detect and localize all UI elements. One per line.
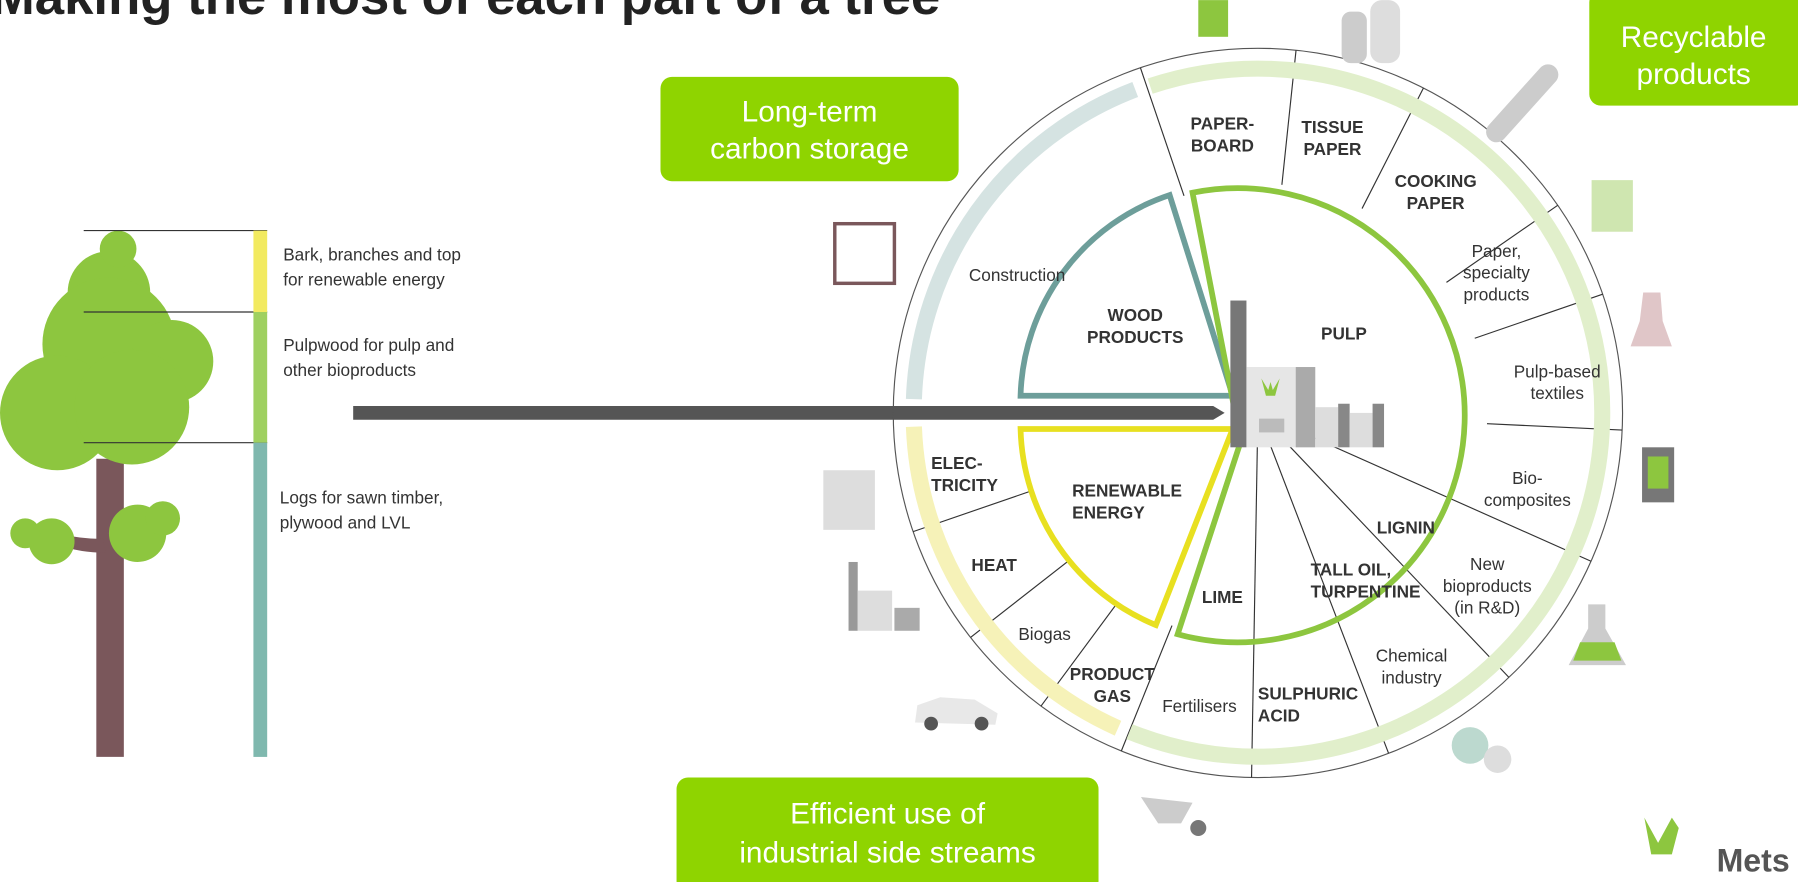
arrow bbox=[353, 406, 1224, 420]
label-line: PAPER- bbox=[1191, 114, 1255, 134]
label-line: Construction bbox=[969, 265, 1066, 285]
label-line: LIGNIN bbox=[1377, 517, 1435, 537]
label-line: products bbox=[1463, 285, 1529, 305]
label-line: HEAT bbox=[971, 555, 1017, 575]
title: Making the most of each part of a tree bbox=[0, 0, 940, 26]
label-line: ACID bbox=[1258, 705, 1300, 725]
label-line: TALL OIL, bbox=[1311, 560, 1392, 580]
label-line: GAS bbox=[1094, 686, 1131, 706]
label-line: New bbox=[1470, 554, 1505, 574]
label-line: composites bbox=[1484, 490, 1571, 510]
label-line: Bio- bbox=[1512, 468, 1543, 488]
label-line: PULP bbox=[1321, 324, 1367, 344]
label-line: ENERGY bbox=[1072, 502, 1145, 522]
label-line: TRICITY bbox=[931, 475, 998, 495]
outer-label: Biogas bbox=[1018, 624, 1071, 644]
label-line: COOKING bbox=[1395, 171, 1477, 191]
label-line: industry bbox=[1381, 668, 1442, 688]
label-line: textiles bbox=[1530, 383, 1584, 403]
label-line: TURPENTINE bbox=[1311, 582, 1421, 602]
label-line: PRODUCT bbox=[1070, 664, 1155, 684]
label-line: Biogas bbox=[1018, 624, 1071, 644]
infographic: Making the most of each part of a tree B… bbox=[0, 0, 1798, 882]
label-line: SULPHURIC bbox=[1258, 684, 1358, 704]
label-line: specialty bbox=[1463, 263, 1530, 283]
tree-label: Logs for sawn timber,plywood and LVL bbox=[280, 487, 443, 532]
logo: Mets bbox=[1717, 843, 1790, 879]
label-line: PAPER bbox=[1303, 139, 1362, 159]
label-line: ELEC- bbox=[931, 453, 983, 473]
label-line: bioproducts bbox=[1443, 576, 1532, 596]
label-line: LIME bbox=[1202, 587, 1243, 607]
label-line: PRODUCTS bbox=[1087, 327, 1183, 347]
outer-label: Construction bbox=[969, 265, 1066, 285]
label-line: (in R&D) bbox=[1454, 598, 1520, 618]
callout-box bbox=[660, 77, 958, 181]
label-line: RENEWABLE bbox=[1072, 481, 1182, 501]
label-line: Pulp-based bbox=[1514, 361, 1601, 381]
outer-label: HEAT bbox=[971, 555, 1017, 575]
inner-label: PULP bbox=[1321, 324, 1367, 344]
label-line: BOARD bbox=[1191, 135, 1254, 155]
outer-label: Bio-composites bbox=[1484, 468, 1571, 510]
label-line: WOOD bbox=[1108, 305, 1163, 325]
label-line: Chemical bbox=[1376, 646, 1448, 666]
outer-label: ELEC-TRICITY bbox=[931, 453, 998, 495]
inner-label: LIME bbox=[1202, 587, 1243, 607]
tree bbox=[0, 231, 267, 757]
label-line: Paper, bbox=[1472, 241, 1522, 261]
label-line: TISSUE bbox=[1301, 117, 1363, 137]
inner-label: LIGNIN bbox=[1377, 517, 1435, 537]
outer-label: PAPER-BOARD bbox=[1191, 114, 1255, 156]
label-line: PAPER bbox=[1407, 193, 1466, 213]
outer-label: Fertilisers bbox=[1162, 696, 1236, 716]
label-line: Fertilisers bbox=[1162, 696, 1236, 716]
